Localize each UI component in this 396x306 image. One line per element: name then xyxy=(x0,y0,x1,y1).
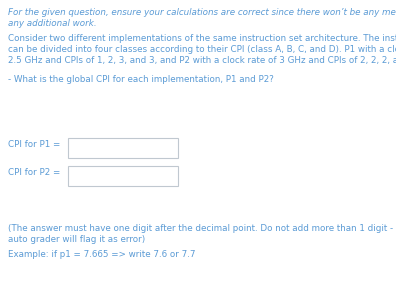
Text: - What is the global CPI for each implementation, P1 and P2?: - What is the global CPI for each implem… xyxy=(8,75,274,84)
Text: CPI for P1 =: CPI for P1 = xyxy=(8,140,60,149)
Text: auto grader will flag it as error): auto grader will flag it as error) xyxy=(8,235,145,244)
FancyBboxPatch shape xyxy=(68,138,178,158)
Text: any additional work.: any additional work. xyxy=(8,19,97,28)
Text: CPI for P2 =: CPI for P2 = xyxy=(8,168,60,177)
Text: Consider two different implementations of the same instruction set architecture.: Consider two different implementations o… xyxy=(8,34,396,43)
Text: Example: if p1 = 7.665 => write 7.6 or 7.7: Example: if p1 = 7.665 => write 7.6 or 7… xyxy=(8,250,196,259)
Text: can be divided into four classes according to their CPI (class A, B, C, and D). : can be divided into four classes accordi… xyxy=(8,45,396,54)
Text: (The answer must have one digit after the decimal point. Do not add more than 1 : (The answer must have one digit after th… xyxy=(8,224,396,233)
Text: For the given question, ensure your calculations are correct since there won’t b: For the given question, ensure your calc… xyxy=(8,8,396,17)
Text: 2.5 GHz and CPIs of 1, 2, 3, and 3, and P2 with a clock rate of 3 GHz and CPIs o: 2.5 GHz and CPIs of 1, 2, 3, and 3, and … xyxy=(8,56,396,65)
FancyBboxPatch shape xyxy=(68,166,178,186)
